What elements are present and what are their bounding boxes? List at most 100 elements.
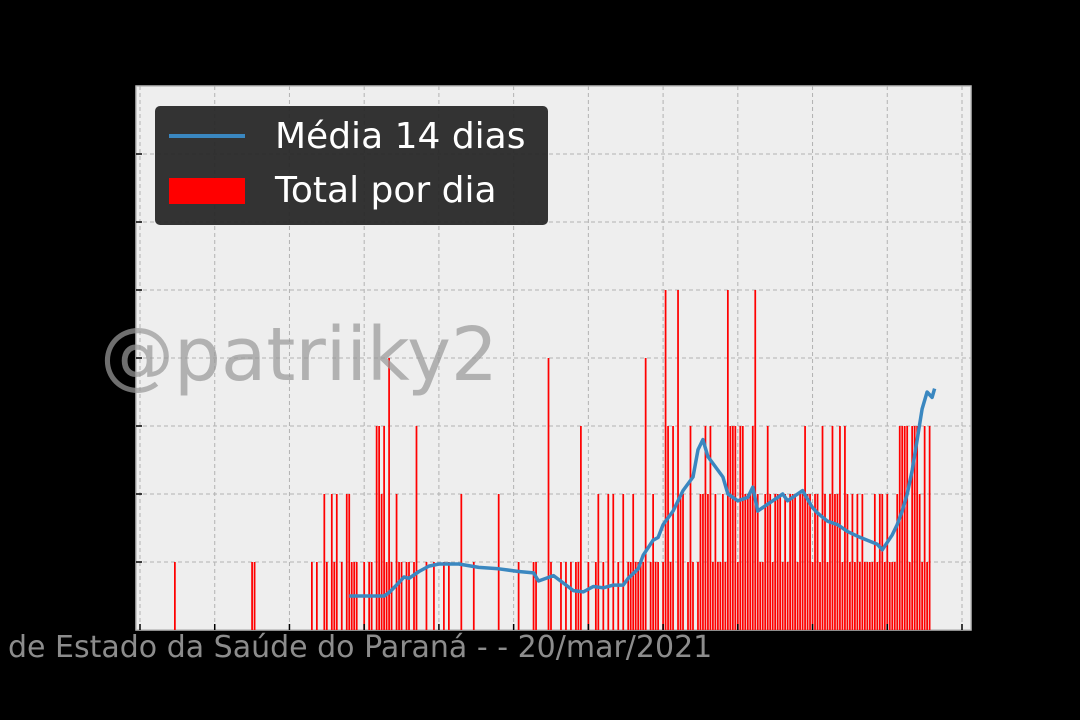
bar [408,562,410,630]
bar [851,494,854,630]
bar [834,494,836,630]
bar [594,562,597,630]
bar [667,426,669,630]
bar [878,494,881,630]
bar [174,562,176,630]
watermark: @patriiky2 [100,312,498,398]
bar [868,562,871,630]
bar [739,426,742,630]
bar [779,494,782,630]
bar [315,562,318,630]
bar [517,562,520,630]
bar [627,562,630,630]
bar [789,494,791,630]
bar [751,426,754,630]
bar [876,562,879,630]
bar [871,562,874,630]
bar [547,358,550,630]
bar [846,494,849,630]
bar [734,426,737,630]
bar [644,358,647,630]
bar [388,358,390,630]
bar [814,494,816,630]
bar [856,494,859,630]
bar [916,426,919,630]
bar [781,562,784,630]
bar [617,562,620,630]
bar [497,494,500,630]
bar [903,426,906,630]
bar [896,494,899,630]
bar [764,494,767,630]
bar [707,494,709,630]
bar [425,562,428,630]
bar [736,562,739,630]
bar [677,290,679,630]
bar [251,562,253,630]
bar [886,494,889,630]
bar [809,494,811,630]
bar [801,494,804,630]
bar [612,494,615,630]
bar [841,562,844,630]
bar [717,562,719,630]
legend-label-total: Total por dia [275,170,497,211]
bar [918,494,921,630]
bar [826,562,829,630]
bar [804,426,806,630]
axis-ticks [136,153,963,630]
bar [926,562,928,630]
bar [791,494,794,630]
bar [702,494,704,630]
bar [575,562,577,630]
bar [642,562,645,630]
bar [769,494,772,630]
bar [415,426,418,630]
bar [831,426,834,630]
bar [731,426,734,630]
bar [766,426,769,630]
bar [398,562,400,630]
legend-line-swatch [169,134,245,138]
bar [921,562,924,630]
bar [400,562,403,630]
bar [448,562,450,630]
bar [348,494,351,630]
bar [819,562,821,630]
bar [639,562,642,630]
bar [550,562,552,630]
bar [761,562,764,630]
bar [771,562,774,630]
bar [634,562,637,630]
bar [859,562,861,630]
bar [383,426,385,630]
bar [726,290,729,630]
legend-label-media: Média 14 dias [275,116,526,157]
bar [784,494,787,630]
bar [714,494,717,630]
bar [679,494,682,630]
bar [829,494,831,630]
bar [722,494,724,630]
bar [741,426,744,630]
bar [873,494,876,630]
line-media-14-dias [349,388,937,598]
source-caption: de Estado da Saúde do Paraná - - 20/mar/… [8,630,713,665]
bar [413,562,415,630]
bar [323,494,326,630]
bar [898,426,901,630]
bar [704,426,707,630]
bar [709,426,712,630]
bar [913,426,916,630]
bar [908,562,911,630]
bar [749,494,752,630]
bar [861,494,864,630]
bar [253,562,256,630]
bar [759,562,762,630]
bar [565,562,567,630]
bar [335,494,338,630]
bar [375,426,378,630]
bar [654,562,657,630]
bar [776,494,779,630]
bar [928,426,931,630]
